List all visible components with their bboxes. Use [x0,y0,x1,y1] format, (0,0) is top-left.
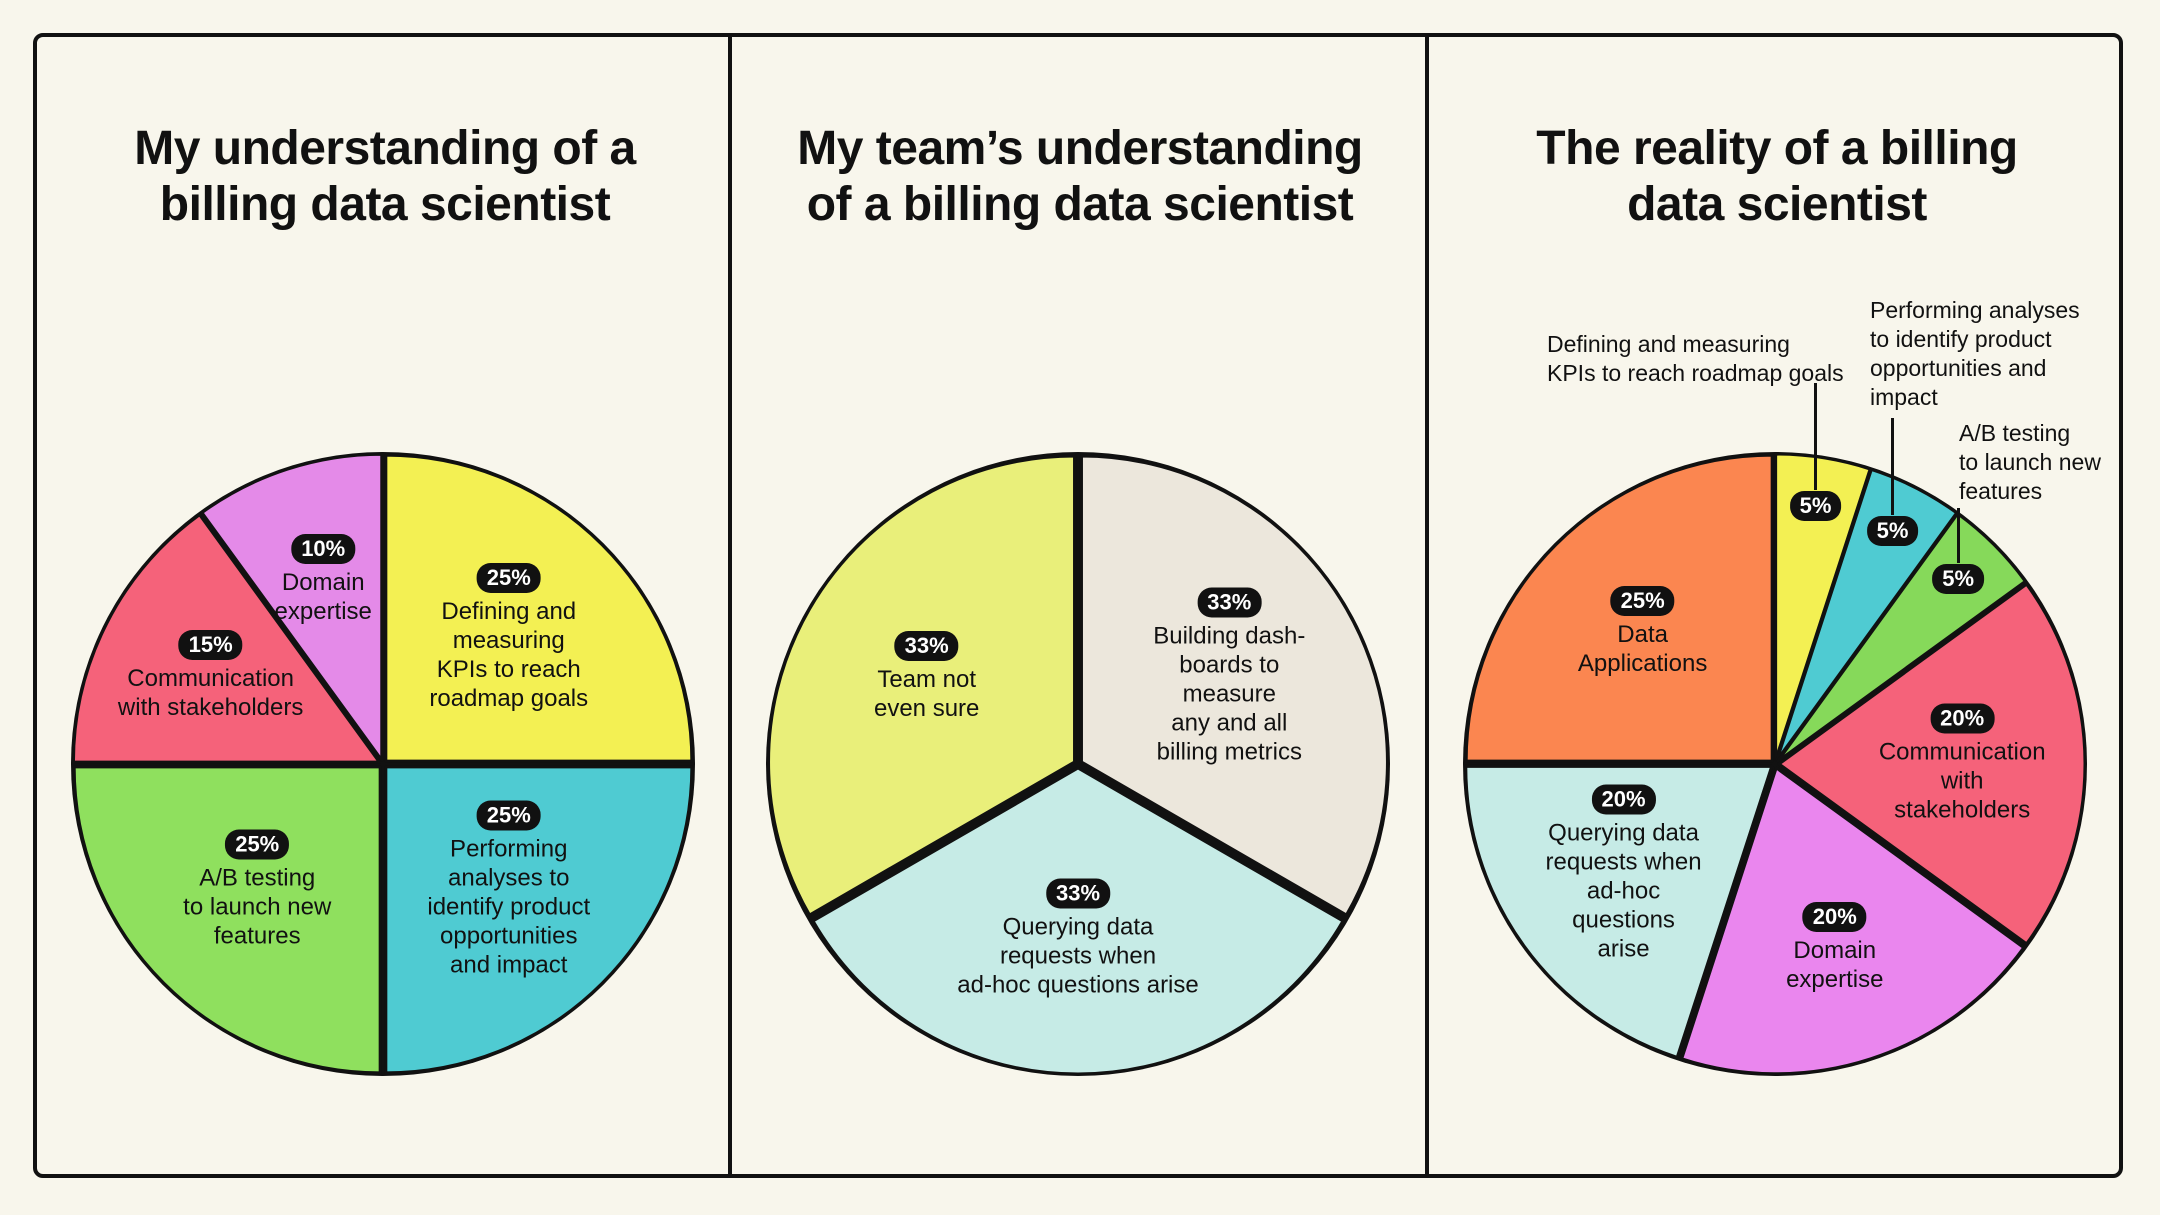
pie-slice [384,453,694,763]
slice-external-label: Defining and measuring KPIs to reach roa… [1547,331,1844,386]
slice-external-label: A/B testing to launch new features [1959,420,2101,504]
pie-slice [1777,582,2087,946]
slice-label: 25% Data Applications [1577,585,1708,678]
slice-category-label: Defining and measuring KPIs to reach roa… [429,598,589,713]
slice-label: 33% Querying data requests when ad-hoc qu… [957,878,1199,999]
slice-label: 33% Team not even sure [873,630,980,723]
slice-label: 20% Querying data requests when ad-hoc qu… [1545,784,1702,964]
panel-title: My understanding of a billing data scien… [134,122,636,231]
slice-value-badge: 15% [178,630,243,661]
slice-value-badge: 5% [1866,516,1919,547]
slice-value-badge: 25% [225,829,290,860]
slice-label: 25% Defining and measuring KPIs to reach … [429,563,588,713]
panel-reality: The reality of a billing data scientist … [1429,33,2125,1178]
pie-slice [200,452,384,762]
panel-divider [1425,33,1429,1178]
slice-category-label: Team not even sure [873,665,980,722]
pie-chart-my-understanding [71,452,695,1076]
slice-category-label: A/B testing to launch new features [183,864,332,950]
leader-line [1956,508,1960,563]
slice-value-badge: 33% [1045,878,1111,909]
slice-value-badge: 25% [476,563,541,594]
slice-value-badge: 5% [1932,563,1985,594]
slice-value-badge: 33% [894,630,959,661]
slice-label: 10% Domain expertise [275,534,372,626]
slice-value-badge: 25% [476,800,541,831]
pie-slice [1079,454,1389,917]
leader-line [1814,383,1817,491]
slice-value-badge: 5% [1789,491,1842,522]
panel-title: The reality of a billing data scientist [1536,122,2018,231]
slice-value-badge: 20% [1591,784,1656,815]
slice-label: 20% Communication with stakeholders [1878,703,2046,825]
slice-category-label: Building dash- boards to measure any and… [1153,622,1306,766]
panel-my-understanding: My understanding of a billing data scien… [37,33,733,1178]
panel-team-understanding: My team’s understanding of a billing dat… [732,33,1428,1178]
leader-line [1891,418,1895,516]
slice-external-label: Performing analyses to identify product … [1870,297,2080,410]
slice-label: 20% Domain expertise [1786,901,1884,994]
slice-label: 25% Performing analyses to identify produ… [427,800,590,979]
slice-value-badge: 20% [1930,703,1995,734]
slice-value-badge: 10% [291,534,356,565]
slice-category-label: Domain expertise [1786,936,1884,993]
pie-slice [384,765,694,1075]
slice-value-badge: 33% [1197,587,1262,618]
slice-value-badge: 25% [1610,585,1675,616]
slice-label: 15% Communication with stakeholders [118,630,303,722]
pie-slice [72,765,382,1075]
slice-label: 5% [1866,516,1919,550]
slice-label: 25% A/B testing to launch new features [183,829,331,950]
pie-chart-reality [1463,452,2087,1076]
slice-category-label: Communication with stakeholders [117,665,304,722]
slice-category-label: Data Applications [1577,620,1708,677]
slice-label: 5% [1789,491,1842,525]
panel-divider [728,33,732,1178]
slice-label: 33% Building dash- boards to measure any … [1130,587,1329,766]
slice-category-label: Communication with stakeholders [1878,738,2046,824]
slice-category-label: Performing analyses to identify product … [427,835,591,979]
pie-slice [811,766,1345,1076]
slice-value-badge: 20% [1802,901,1867,932]
slice-category-label: Querying data requests when ad-hoc quest… [957,913,1199,999]
pie-slice [767,454,1077,917]
slice-label: 5% [1932,563,1985,598]
pie-slice [1464,764,1774,1059]
panel-title: My team’s understanding of a billing dat… [797,122,1363,231]
slice-category-label: Querying data requests when ad-hoc quest… [1545,819,1702,963]
slice-category-label: Domain expertise [274,569,372,626]
